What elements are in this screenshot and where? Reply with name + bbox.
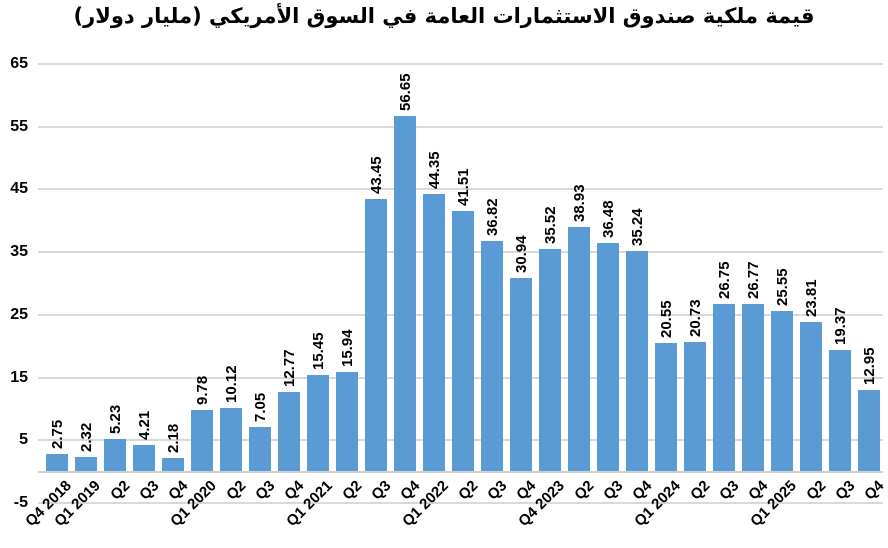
- bar-Q4: [162, 457, 184, 472]
- bar-value-label: 43.45: [367, 156, 385, 195]
- bar-value-label: 35.52: [541, 206, 559, 244]
- bar-value-label: 12.95: [860, 347, 878, 386]
- bar-Q2: [568, 227, 590, 472]
- bar-value-label: 12.77: [280, 349, 298, 387]
- bar-value-label: 10.12: [222, 365, 240, 404]
- bar-value-label: 44.35: [425, 150, 443, 189]
- bar-value-label: 19.37: [831, 307, 849, 346]
- bar-value-label: 36.82: [483, 198, 501, 236]
- bar-Q1-2025: [771, 311, 793, 472]
- x-axis-tick-label: Q2: [455, 477, 482, 504]
- bar-value-label: 2.32: [77, 422, 95, 453]
- bar-value-label: 15.45: [309, 332, 327, 370]
- y-axis-tick-label: 65: [10, 55, 28, 72]
- gridline-55: [38, 125, 883, 128]
- bar-value-label: 2.18: [164, 423, 182, 453]
- bar-Q2: [336, 371, 358, 472]
- x-axis-tick-label: Q2: [803, 477, 830, 504]
- bar-value-label: 25.55: [773, 268, 791, 307]
- x-axis-tick-label: Q2: [571, 477, 598, 504]
- y-axis-tick-label: 5: [19, 431, 28, 449]
- bar-Q4-2018: [46, 454, 68, 472]
- bar-value-label: 26.77: [744, 261, 762, 299]
- bar-value-label: 5.23: [106, 404, 124, 434]
- bar-value-label: 4.21: [135, 411, 153, 441]
- x-axis-tick-label: Q3: [368, 477, 395, 504]
- bar-Q1-2022: [423, 193, 445, 472]
- bar-Q2: [104, 438, 126, 472]
- bar-Q4: [510, 277, 532, 472]
- bar-Q4: [742, 303, 764, 472]
- bar-value-label: 30.94: [512, 235, 530, 273]
- bar-value-label: 9.78: [193, 376, 211, 406]
- bar-value-label: 38.93: [570, 184, 588, 223]
- x-axis-tick-label: Q3: [484, 477, 511, 504]
- gridline--5: [38, 502, 883, 504]
- bar-Q3: [597, 242, 619, 472]
- bar-value-label: 7.05: [251, 393, 269, 423]
- bar-Q1-2024: [655, 342, 677, 472]
- x-axis-tick-label: Q3: [716, 477, 743, 504]
- y-axis-tick-label: 45: [10, 180, 28, 198]
- bar-Q2: [684, 341, 706, 472]
- y-axis-tick-label: -5: [13, 494, 28, 511]
- bar-Q3: [133, 445, 155, 472]
- bar-value-label: 15.94: [338, 329, 356, 367]
- x-axis-tick-label: Q3: [136, 477, 163, 504]
- y-axis-tick-label: 25: [10, 305, 28, 323]
- x-axis-tick-label: Q2: [339, 477, 366, 504]
- bar-value-label: 2.75: [48, 420, 66, 450]
- bar-value-label: 23.81: [802, 279, 820, 318]
- bar-Q4-2023: [539, 248, 561, 472]
- x-axis-tick-label: Q3: [832, 477, 859, 504]
- bar-Q1-2019: [75, 457, 97, 472]
- bar-value-label: 20.55: [657, 300, 675, 338]
- x-axis-tick-label: Q2: [107, 477, 134, 504]
- bar-value-label: 36.48: [599, 200, 617, 238]
- bar-Q4: [626, 250, 648, 472]
- bar-value-label: 35.24: [628, 208, 646, 246]
- bar-value-label: 41.51: [454, 168, 472, 207]
- bar-Q4: [278, 391, 300, 472]
- bar-Q3: [481, 240, 503, 472]
- y-axis-tick-label: 15: [10, 368, 28, 386]
- gridline-45: [38, 188, 883, 191]
- x-axis-tick-label: Q3: [252, 477, 279, 504]
- bar-Q3: [713, 303, 735, 472]
- bar-Q1-2020: [191, 410, 213, 472]
- x-axis-tick-label: Q3: [600, 477, 627, 504]
- x-axis-line: [38, 470, 883, 473]
- y-axis-tick-label: 35: [10, 243, 28, 261]
- bar-Q2: [220, 408, 242, 472]
- x-axis-tick-label: Q4: [861, 477, 888, 504]
- x-axis-tick-label: Q2: [687, 477, 714, 504]
- bar-Q3: [249, 427, 271, 472]
- bar-Q4: [394, 116, 416, 472]
- bar-value-label: 26.75: [715, 261, 733, 299]
- chart-title: قيمة ملكية صندوق الاستثمارات العامة في ا…: [73, 4, 815, 28]
- gridline-65: [38, 63, 883, 65]
- bar-value-label: 20.73: [686, 299, 704, 337]
- bar-Q2: [452, 211, 474, 472]
- bar-Q3: [365, 199, 387, 472]
- x-axis-tick-label: Q2: [223, 477, 250, 504]
- y-axis-tick-label: 55: [10, 117, 28, 135]
- bar-Q4: [858, 390, 880, 472]
- bar-Q3: [829, 350, 851, 472]
- bar-Q2: [800, 322, 822, 472]
- bar-value-label: 56.65: [396, 73, 414, 112]
- bar-Q1-2021: [307, 374, 329, 472]
